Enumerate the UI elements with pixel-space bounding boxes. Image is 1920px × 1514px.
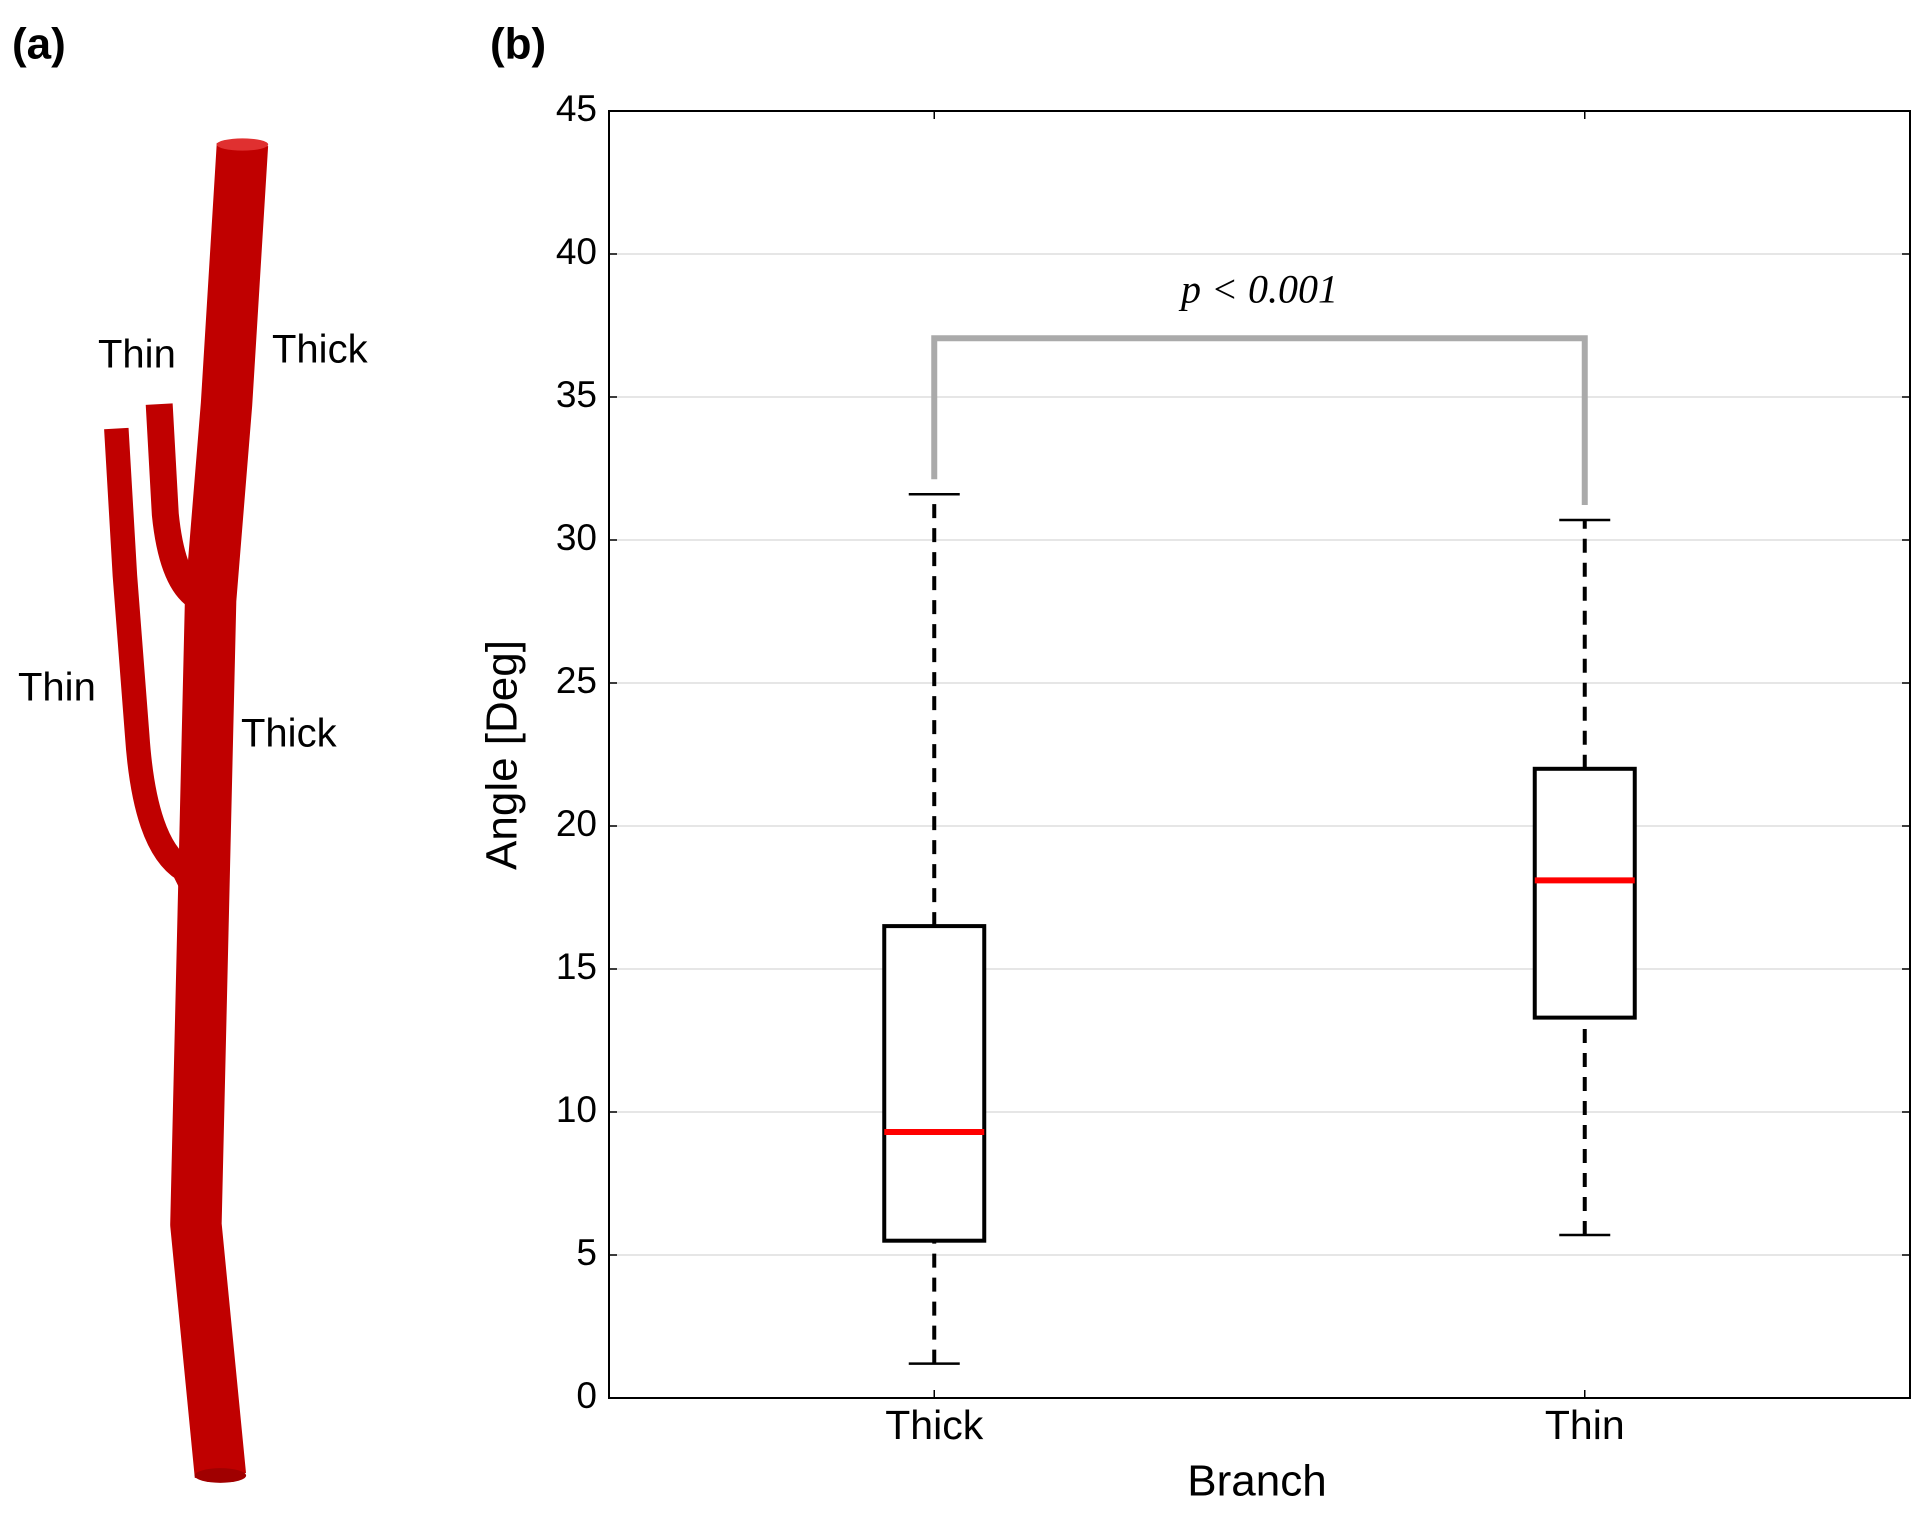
y-tick-label: 25 [556,660,597,701]
vessel-end [216,138,269,151]
y-tick-label: 20 [556,803,597,844]
y-tick-label: 0 [576,1375,597,1416]
panel-label: (a) [12,20,66,69]
y-tick-label: 10 [556,1089,597,1130]
y-tick-label: 15 [556,946,597,987]
y-axis-label: Angle [Deg] [478,640,527,870]
plot-frame [608,110,1911,1399]
panel-label: (b) [490,20,546,69]
x-tick-label: Thin [1545,1402,1625,1448]
y-tick-label: 45 [556,88,597,129]
box [882,924,987,1243]
y-tick-label: 40 [556,231,597,272]
vessel-label: Thin [98,333,176,377]
vessel-label: Thin [18,666,96,710]
box [1532,766,1637,1020]
y-tick-label: 5 [576,1232,597,1273]
thick-trunk [170,142,269,1479]
thin-branch [104,427,213,912]
vessel-label: Thick [241,712,338,756]
vessel-end [194,1468,247,1483]
x-axis-label: Branch [1187,1457,1326,1506]
vessel-illustration [104,138,269,1483]
y-tick-label: 30 [556,517,597,558]
vessel-label: Thick [272,328,369,372]
annotation: p < 0.001 [1178,266,1338,311]
y-tick-label: 35 [556,374,597,415]
x-tick-label: Thick [885,1402,983,1448]
significance-bracket [931,335,1588,505]
